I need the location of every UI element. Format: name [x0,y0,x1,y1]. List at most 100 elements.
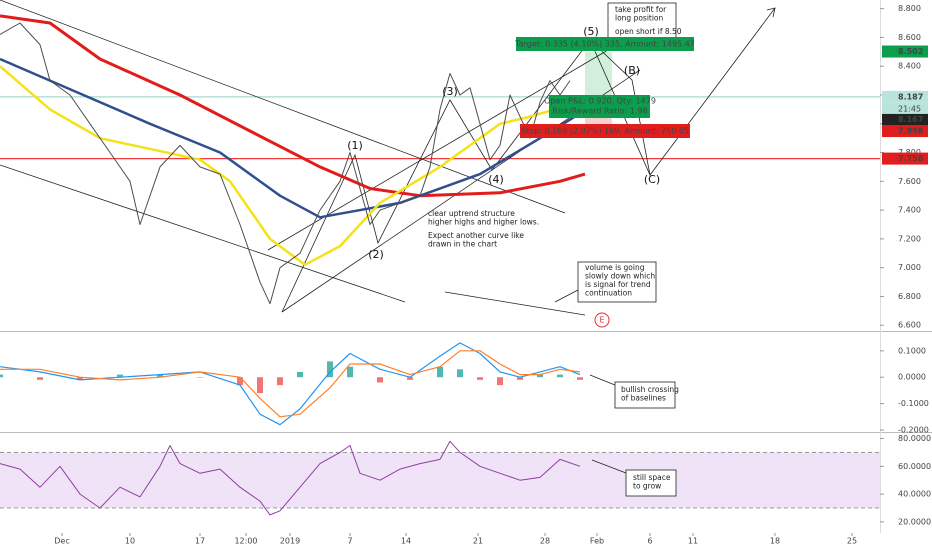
wave-label: (3) [442,85,458,98]
price-label: 8.187 [898,92,923,101]
annotation: clear uptrend structure [428,209,515,218]
price-label-bg [882,125,928,138]
histogram-bar [457,369,463,378]
y-tick-label: 8.600 [898,33,921,42]
series-line [0,22,571,305]
x-tick-label: Feb [590,537,604,546]
callout-pointer [554,289,579,303]
histogram-bar [577,377,583,380]
stop-text: Stop: 0.169 (2.07%) 169, Amount: 750.05 [521,127,689,136]
price-label-bg [882,152,928,165]
x-tick-label: 25 [847,537,857,546]
histogram-bar [157,374,163,378]
y-tick-label: 0.1000 [898,346,926,355]
target-box [516,37,694,51]
y-tick-label: 7.000 [898,263,921,272]
annotation: still space [633,473,671,482]
annotation: to grow [633,482,661,491]
histogram-bar [0,374,3,378]
wave-label: (1) [347,139,363,152]
y-tick-label: 0.0000 [898,373,926,382]
data-layer [0,14,586,516]
annotation: of baselines [621,394,666,403]
wave-label: (B) [624,64,640,77]
histogram-bar [477,377,483,380]
annotation: continuation [585,289,632,298]
series-line [0,14,586,198]
callout-box [625,469,677,497]
x-tick-label: 17 [195,537,205,546]
x-tick-label: 10 [125,537,135,546]
back-layer [0,96,880,509]
price-label-bg [882,113,928,126]
annotation: take profit for [615,5,667,14]
annotation: drawn in the chart [428,240,497,249]
x-tick-label: 7 [347,537,352,546]
histogram-bar [327,361,333,378]
annotation: higher highs and higher lows. [428,218,539,227]
y-tick-label: -0.1000 [898,399,929,408]
y-tick-label: 7.400 [898,206,921,215]
x-tick-label: 18 [770,537,780,546]
series-line [0,440,581,516]
y-tick-label: 60.0000 [898,462,931,471]
countdown-bg [882,102,928,114]
callout-pointer [589,374,616,386]
stop-box [520,124,690,138]
annotation: long position [615,14,664,23]
annotation: Expect another curve like [428,231,524,240]
y-tick-label: 7.200 [898,234,921,243]
histogram-bar [117,374,123,378]
x-tick-label: 6 [647,537,652,546]
arrow-head [766,7,776,18]
price-label-bg [882,90,928,103]
histogram-bar [197,377,203,378]
y-tick-label: 8.400 [898,62,921,71]
callout-box [614,381,676,409]
price-label: 8.167 [898,115,923,124]
price-label: 7.758 [898,154,924,163]
x-tick-label: 11 [688,537,698,546]
histogram-bar [37,377,43,380]
open-pl-text: Open P&L: 0.920, Qty: 1479 [544,97,656,106]
volume-trend [444,291,586,316]
wave-label: (C) [644,173,660,186]
series-line [0,57,576,219]
histogram-bar [377,377,383,383]
histogram-bar [257,377,263,394]
price-label-bg [882,45,928,58]
y-tick-label: 6.600 [898,321,921,330]
y-tick-label: 7.800 [898,148,921,157]
histogram-bar [77,377,83,380]
histogram-bar [237,377,243,386]
annotation: open short if 8.50 [615,27,682,36]
front-layer: 6.6006.8007.0007.2007.4007.6007.8008.000… [54,4,931,545]
histogram-bar [407,377,413,380]
rsi-band [0,452,880,508]
series-line [0,350,581,418]
open-pl-text: Risk/Reward Ratio: 1.98 [552,107,647,116]
annotation: bullish crossing [621,385,679,394]
price-label: 7.998 [898,127,924,136]
x-tick-label: 21 [473,537,483,546]
y-tick-label: 6.800 [898,292,921,301]
histogram-bar [437,366,443,378]
x-tick-label: 28 [540,537,550,546]
callout-pointer [591,459,627,474]
series-line [0,342,581,426]
x-tick-label: 2019 [280,537,300,546]
y-tick-label: 80.0000 [898,434,931,443]
trend-line [0,164,406,303]
price-label: 8.502 [898,47,923,56]
histogram-bar [517,377,523,380]
event-marker [594,312,610,328]
y-tick-label: -0.2000 [898,426,929,435]
histogram-bar [557,374,563,378]
annotation: slowly down which [585,272,655,281]
callout-box [577,261,657,303]
target-text: Target: 0.335 (4.10%) 335, Amount: 1495.… [514,40,695,49]
histogram-bar [297,371,303,378]
x-tick-label: 12:00 [234,537,257,546]
x-tick-label: 14 [401,537,411,546]
open-pl-box [549,95,650,118]
